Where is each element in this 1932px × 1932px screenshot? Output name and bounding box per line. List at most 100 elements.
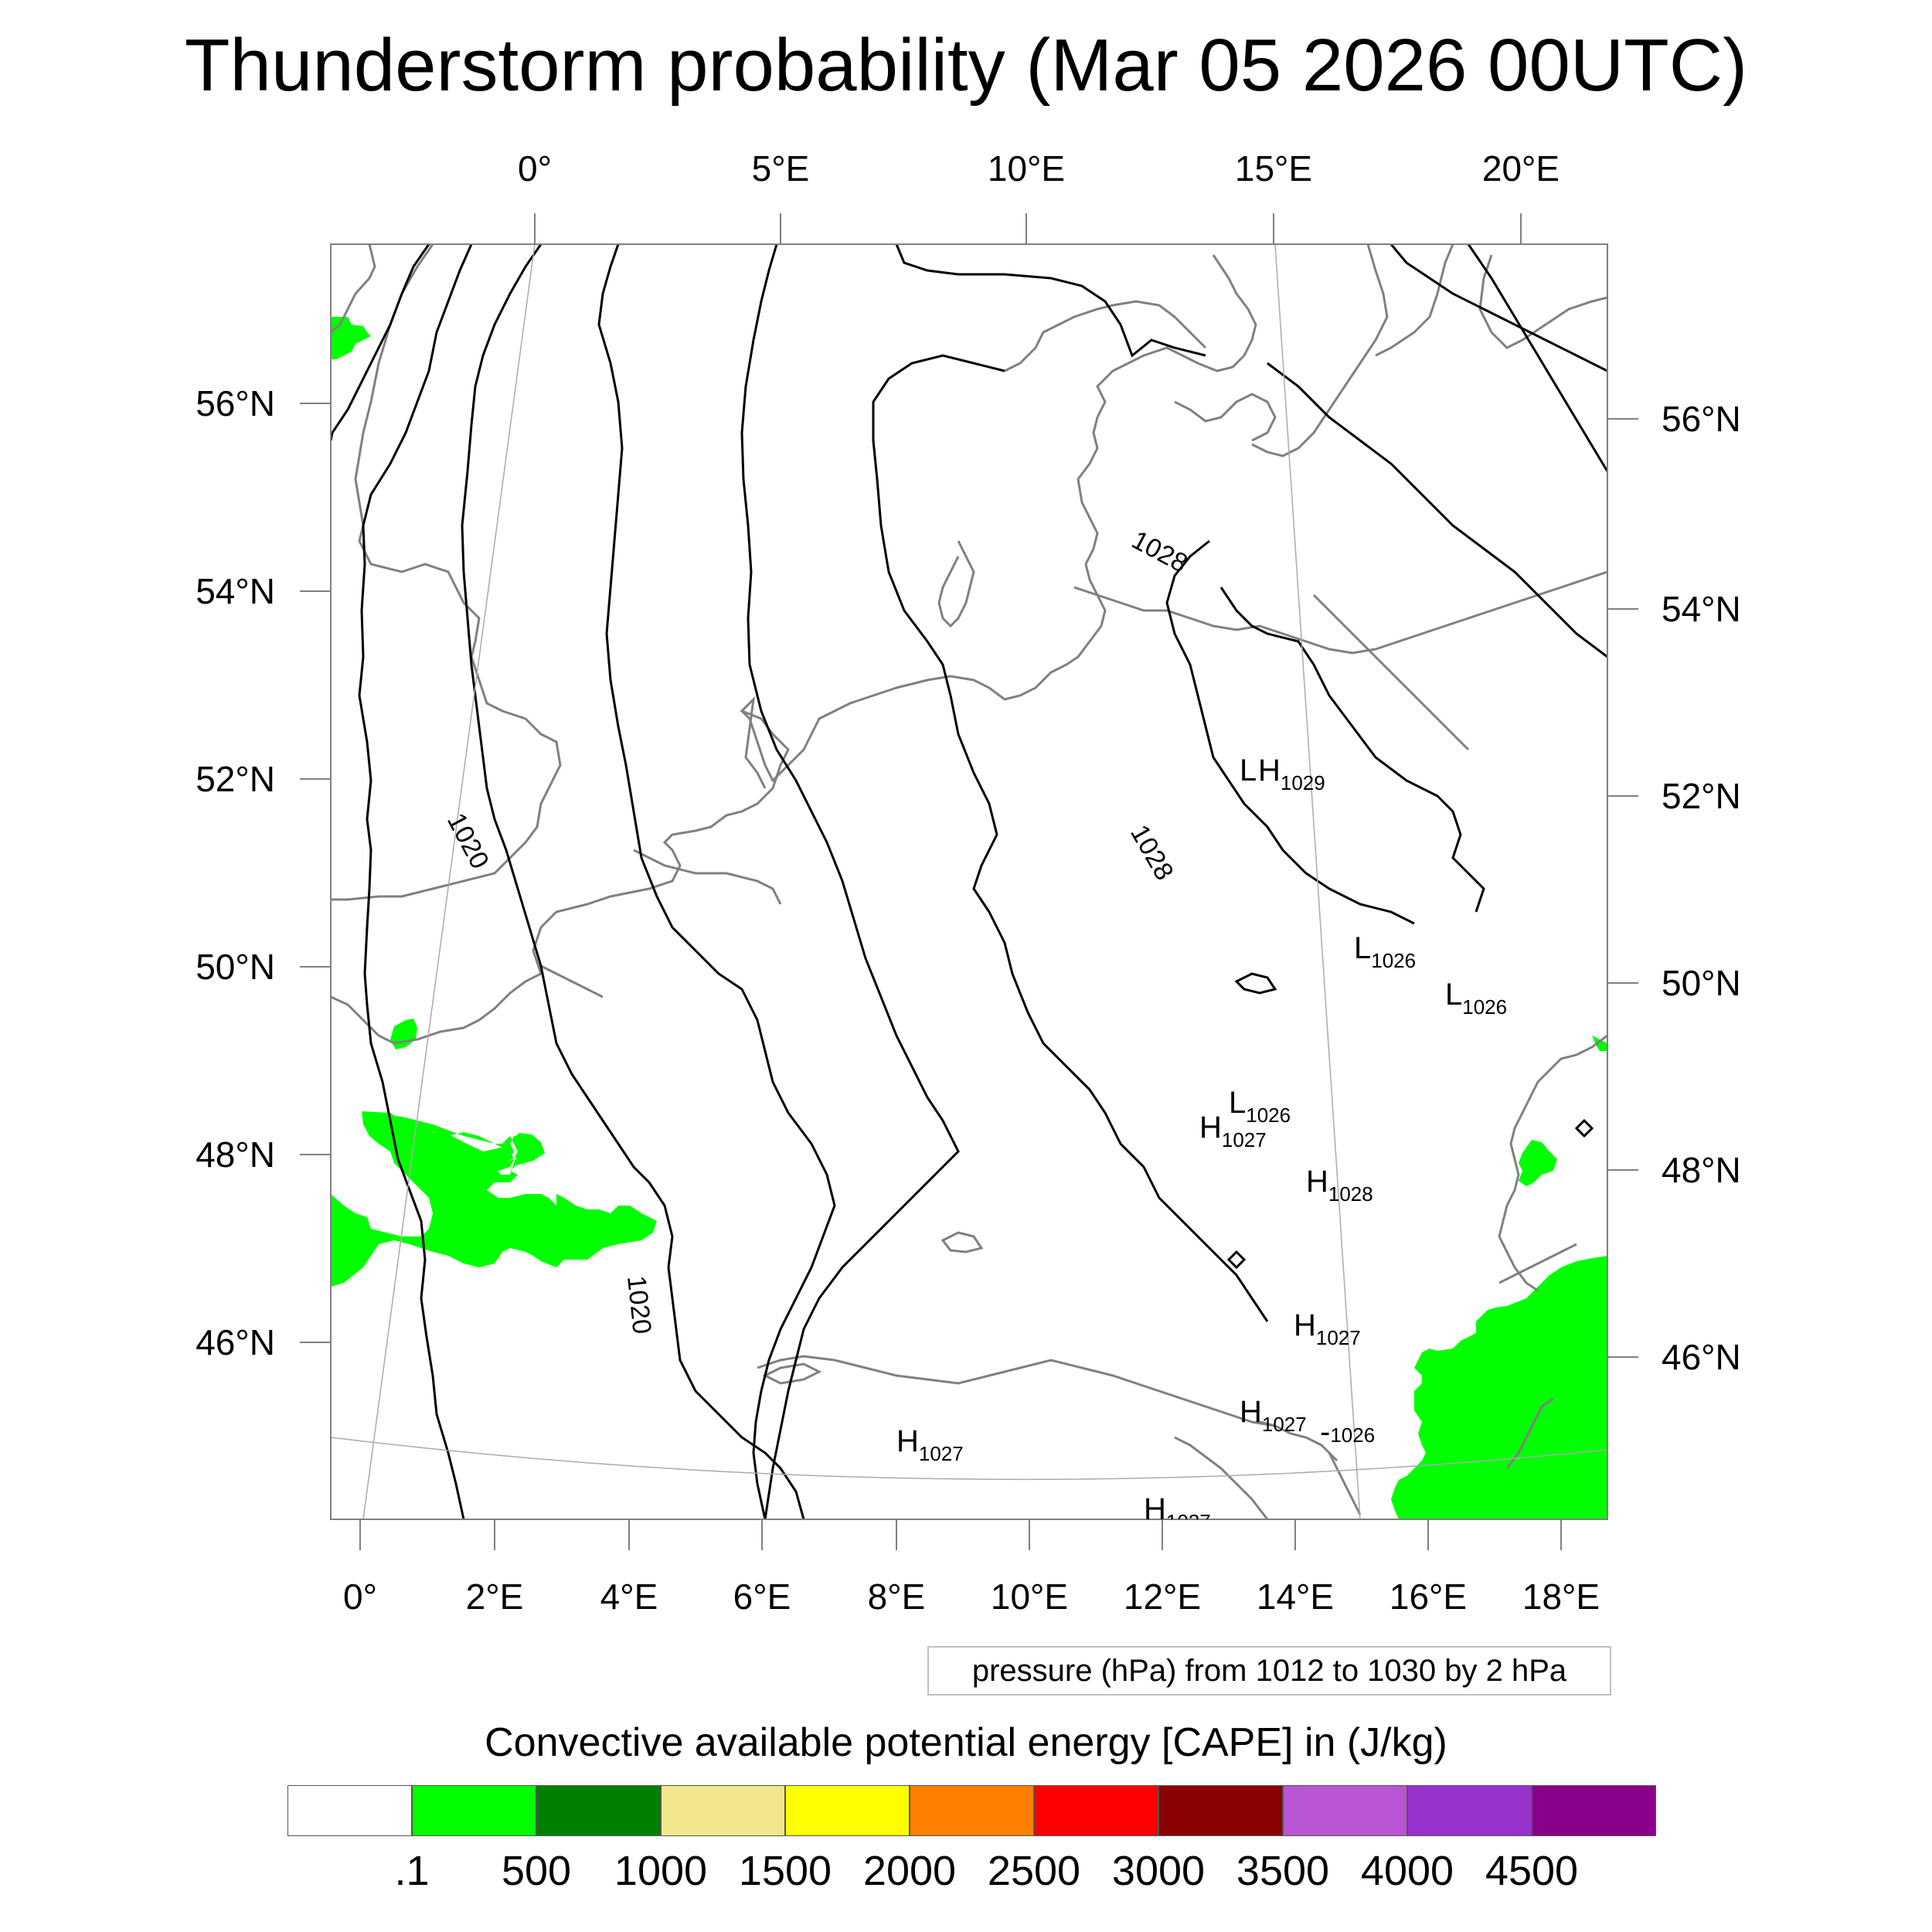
colorbar-swatch [785, 1785, 910, 1836]
left-lat-label: 50°N [196, 947, 275, 987]
bottom-lon-label: 0° [343, 1577, 377, 1617]
bottom-lon-label: 2°E [466, 1577, 524, 1617]
cape-area-romania [1519, 1140, 1557, 1186]
right-lat-label: 52°N [1662, 776, 1741, 816]
bottom-lon-label: 12°E [1124, 1577, 1201, 1617]
left-lat-labels: 56°N 54°N 52°N 50°N 48°N 46°N [196, 383, 275, 1362]
isobar-east-3 [1267, 362, 1607, 658]
cape-shading [331, 317, 1607, 1519]
colorbar-labels: .1 500 1000 1500 2000 2500 3000 3500 4000 4500 [287, 1847, 1655, 1901]
right-lat-labels: 56°N 54°N 52°N 50°N 48°N 46°N [1662, 399, 1741, 1377]
high-marker: H1027 [1199, 1111, 1267, 1151]
isobar-1020 [461, 244, 805, 1519]
pressure-centers: L H1029 L1026 L1026 L1026 H1027 H1028 H1… [896, 753, 1507, 1533]
colorbar-swatch [1158, 1785, 1283, 1836]
isobar-east-lakes [1226, 972, 1594, 1270]
colorbar-swatch [1532, 1785, 1656, 1836]
meridian-0 [362, 244, 536, 1519]
contour-label-1020-a: 1020 [441, 808, 495, 874]
isobar-1018 [358, 244, 473, 1519]
coast-channel-france [331, 696, 790, 1045]
colorbar-label: 3500 [1236, 1848, 1330, 1894]
isobar-east-2 [1467, 244, 1607, 472]
top-lon-label: 15°E [1235, 148, 1312, 189]
colorbar-swatch [1407, 1785, 1532, 1836]
bottom-lon-label: 10°E [991, 1577, 1068, 1617]
bottom-lon-labels: 0° 2°E 4°E 6°E 8°E 10°E 12°E 14°E 16°E 1… [343, 1577, 1600, 1617]
border-alps [757, 1355, 1276, 1427]
border-inland-1 [540, 594, 1470, 998]
top-lon-label: 0° [518, 148, 552, 189]
colorbar-swatch [910, 1785, 1034, 1836]
high-marker: H1029 [1258, 753, 1325, 794]
coast-lake-1 [940, 1231, 984, 1253]
colorbar-swatch [412, 1785, 536, 1836]
coast-uk-east [331, 244, 562, 901]
cape-area-france-main [331, 1111, 657, 1287]
meridian-15e [1274, 244, 1361, 1519]
left-lat-label: 52°N [196, 759, 275, 799]
map-frame [330, 243, 1608, 1520]
tick-marks [300, 213, 1638, 1550]
isobar-1028 [1165, 539, 1415, 925]
isobars [331, 244, 1607, 1519]
low-marker: L1026 [1229, 1086, 1291, 1127]
isobar-1024 [740, 244, 960, 1519]
high-marker: H1027 [896, 1424, 964, 1465]
coast-danube [1498, 1034, 1607, 1292]
right-lat-label: 50°N [1662, 963, 1741, 1003]
top-lon-label: 5°E [752, 148, 810, 189]
high-marker: H1028 [1306, 1165, 1373, 1206]
isobar-east-4 [1219, 587, 1485, 913]
low-marker: L1026 [1354, 931, 1416, 972]
coastlines [331, 244, 1607, 1519]
right-lat-label: 56°N [1662, 399, 1741, 439]
top-lon-label: 10°E [988, 148, 1065, 189]
colorbar-swatch [536, 1785, 661, 1836]
bottom-lon-label: 8°E [868, 1577, 926, 1617]
colorbar-swatch [1034, 1785, 1158, 1836]
bottom-lon-label: 4°E [600, 1577, 658, 1617]
contour-label-1028-a: 1028 [1127, 526, 1192, 579]
graticule [331, 244, 1607, 1519]
top-lon-label: 20°E [1482, 148, 1560, 189]
high-marker: H1027 [1294, 1308, 1361, 1349]
isobar-1022 [597, 244, 836, 1519]
isobar-east-1 [1389, 244, 1607, 372]
coast-denmark [937, 300, 1277, 628]
colorbar-label: 2500 [987, 1848, 1081, 1894]
right-lat-label: 46°N [1662, 1337, 1741, 1377]
colorbar-swatch [287, 1785, 412, 1836]
colorbar-title: Convective available potential energy [C… [485, 1720, 1447, 1765]
left-lat-label: 48°N [196, 1134, 275, 1175]
colorbar-swatch [661, 1785, 785, 1836]
dash-marker: -1026 [1320, 1415, 1375, 1449]
contour-label-1028-b: 1028 [1124, 820, 1179, 886]
bottom-lon-label: 6°E [733, 1577, 791, 1617]
chart-title: Thunderstorm probability (Mar 05 2026 00… [184, 24, 1748, 107]
right-lat-label: 54°N [1662, 589, 1741, 629]
cape-area-channel [390, 1019, 417, 1049]
colorbar-swatch [1283, 1785, 1407, 1836]
bottom-lon-label: 16°E [1389, 1577, 1467, 1617]
colorbar-label: .1 [394, 1848, 430, 1894]
contour-label-1020-b: 1020 [621, 1274, 657, 1335]
colorbar-label: 500 [501, 1848, 572, 1894]
low-marker: L1026 [1445, 978, 1507, 1019]
low-marker: L [1240, 753, 1257, 787]
pressure-info-box: pressure (hPa) from 1012 to 1030 by 2 hP… [927, 1646, 1611, 1696]
colorbar-label: 3000 [1111, 1848, 1206, 1894]
coast-lake-2 [762, 1362, 822, 1385]
bottom-lon-label: 18°E [1522, 1577, 1600, 1617]
colorbar-label: 1500 [738, 1848, 832, 1894]
border-hungary [1498, 1243, 1577, 1469]
high-marker: H1027 [1144, 1492, 1211, 1533]
top-lon-labels: 0° 5°E 10°E 15°E 20°E [518, 148, 1560, 189]
colorbar-label: 2000 [862, 1848, 957, 1894]
coast-netherlands [740, 254, 1257, 783]
colorbar-label: 1000 [614, 1848, 708, 1894]
cape-area-hungary [1391, 1256, 1607, 1519]
coast-baltic-south [1073, 570, 1607, 655]
left-lat-label: 56°N [196, 383, 275, 423]
